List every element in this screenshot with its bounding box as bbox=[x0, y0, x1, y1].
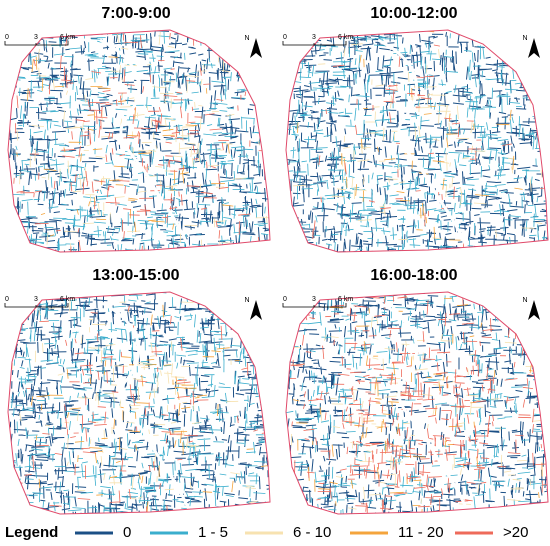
legend-label: >20 bbox=[503, 524, 528, 541]
north-arrow bbox=[250, 300, 262, 320]
river bbox=[377, 300, 470, 513]
map-panel: 13:00-15:00 0 3 6 km N bbox=[4, 267, 271, 515]
roads bbox=[12, 41, 236, 252]
north-label: N bbox=[522, 35, 527, 42]
north-arrow bbox=[528, 38, 540, 58]
scale-label: 3 bbox=[34, 34, 38, 41]
roads bbox=[13, 30, 270, 252]
roads bbox=[9, 292, 270, 504]
boundary bbox=[7, 29, 271, 253]
boundary bbox=[7, 291, 271, 515]
legend-label: 6 - 10 bbox=[293, 524, 331, 541]
panel-title: 13:00-15:00 bbox=[92, 267, 179, 284]
scale-label: 0 bbox=[5, 296, 9, 303]
scale-label: 0 bbox=[283, 34, 287, 41]
north-label: N bbox=[244, 297, 249, 304]
scale-label: 6 km bbox=[60, 34, 75, 41]
scale-label: 0 bbox=[5, 34, 9, 41]
panel-title: 16:00-18:00 bbox=[370, 267, 457, 284]
scale-label: 6 km bbox=[338, 34, 353, 41]
river bbox=[99, 38, 192, 251]
roads bbox=[30, 293, 270, 514]
road-network bbox=[8, 292, 270, 514]
map-panel: 16:00-18:00 0 3 6 km N bbox=[282, 267, 549, 515]
scale-label: 6 km bbox=[338, 296, 353, 303]
road-network bbox=[8, 30, 270, 252]
scale-label: 3 bbox=[312, 34, 316, 41]
river bbox=[99, 300, 192, 513]
river bbox=[377, 38, 470, 251]
north-arrow bbox=[250, 38, 262, 58]
scale-label: 3 bbox=[34, 296, 38, 303]
roads bbox=[8, 292, 270, 514]
legend: Legend 0 1 - 5 6 - 10 11 - 20 >20 bbox=[5, 524, 528, 541]
boundary bbox=[285, 29, 549, 253]
roads bbox=[15, 292, 268, 514]
scale-label: 6 km bbox=[60, 296, 75, 303]
scale-label: 0 bbox=[283, 296, 287, 303]
map-panel: 7:00-9:00 0 3 6 km N bbox=[4, 5, 271, 253]
map-panel: 10:00-12:00 0 3 6 km N bbox=[282, 5, 549, 253]
road-network bbox=[286, 30, 548, 252]
scale-bar bbox=[282, 303, 347, 308]
panel-title: 10:00-12:00 bbox=[370, 5, 457, 22]
legend-label: 11 - 20 bbox=[398, 524, 444, 541]
scale-bar bbox=[282, 41, 347, 46]
road-network bbox=[286, 292, 548, 514]
panels: 7:00-9:000 3 6 km N10:00-12:000 3 6 km N13:00-… bbox=[4, 5, 549, 515]
legend-label: 1 - 5 bbox=[198, 524, 228, 541]
legend-label: 0 bbox=[123, 524, 131, 541]
roads bbox=[286, 293, 548, 514]
scale-bar bbox=[4, 41, 69, 46]
legend-title: Legend bbox=[5, 524, 58, 541]
panel-title: 7:00-9:00 bbox=[101, 5, 170, 22]
north-label: N bbox=[244, 35, 249, 42]
boundary bbox=[285, 291, 549, 515]
north-label: N bbox=[522, 297, 527, 304]
roads bbox=[286, 30, 548, 252]
north-arrow bbox=[528, 300, 540, 320]
roads bbox=[8, 292, 270, 514]
scale-bar bbox=[4, 303, 69, 308]
scale-label: 3 bbox=[312, 296, 316, 303]
